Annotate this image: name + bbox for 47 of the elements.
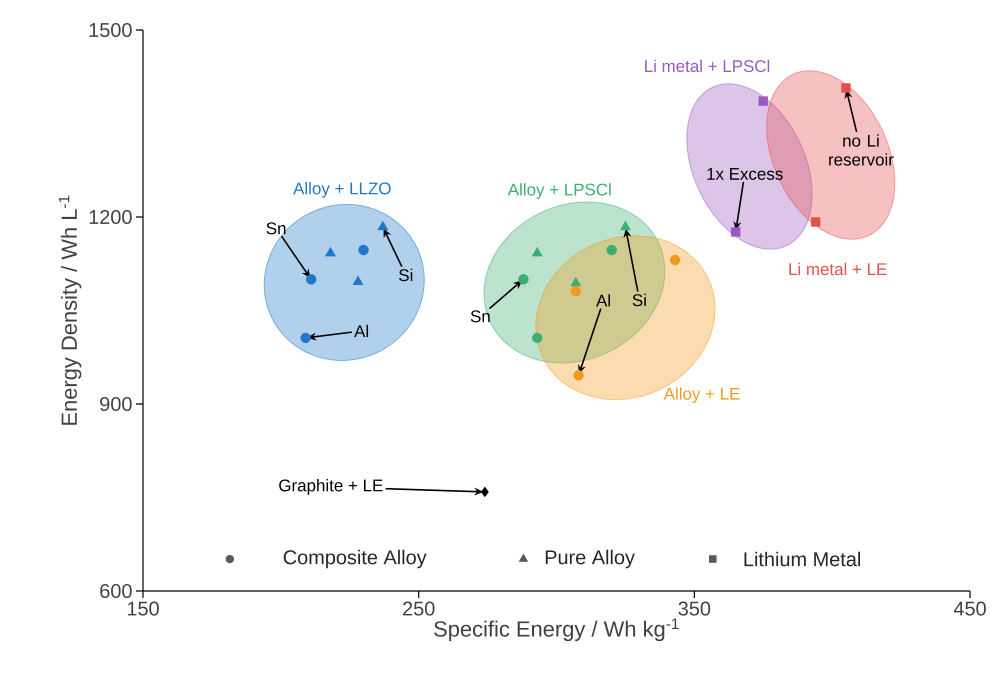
annotation: Si: [399, 268, 412, 282]
series-label: Li metal + LPSCl: [645, 60, 770, 72]
point: [532, 332, 542, 344]
x-tick-label: 250: [403, 602, 434, 616]
point: [758, 96, 768, 106]
y-tick-label: 1200: [90, 210, 132, 224]
annotation: Al: [596, 294, 610, 306]
y-tick-label: 900: [100, 396, 132, 412]
annotation: no Li reservoir: [829, 134, 894, 166]
point: [358, 244, 369, 256]
point: [570, 286, 581, 296]
x-tick-label: 450: [954, 602, 986, 616]
annotation: Pure Alloy: [546, 550, 635, 568]
point: [377, 220, 388, 230]
annotation: Sn: [266, 222, 286, 234]
point: [620, 220, 631, 230]
point: [518, 274, 529, 285]
point: [325, 246, 336, 256]
annotation: Al: [354, 324, 368, 338]
point: [480, 486, 489, 498]
annotation: 1x Excess: [707, 168, 783, 180]
point: [670, 254, 680, 266]
text: Alloy + LPSCl: [508, 183, 611, 199]
x-tick-label: 350: [678, 602, 710, 616]
y-axis-title: Energy Density / Wh L$^{-1}$: [58, 196, 82, 425]
point: [606, 244, 617, 256]
point: [730, 227, 740, 237]
point: [300, 332, 311, 344]
text: Alloy + LE: [664, 387, 740, 404]
y-tick-label: 1500: [90, 22, 132, 38]
annotation: Lithium Metal: [744, 552, 860, 566]
x-tick-label: 150: [128, 602, 159, 616]
point: [306, 274, 316, 285]
point: [573, 370, 584, 381]
point: [570, 276, 582, 286]
annotation: Graphite + LE: [279, 479, 383, 495]
x-axis-title: Specific Energy / Wh kg$^{-1}$: [434, 618, 679, 642]
y-tick-label: 600: [100, 584, 132, 598]
annotation: Composite Alloy: [284, 550, 427, 568]
annotation: Si: [632, 294, 646, 306]
point: [841, 83, 851, 93]
text: Li metal + LE: [789, 262, 887, 276]
point: [352, 276, 364, 286]
annotation: Sn: [470, 310, 490, 322]
text: Alloy + LLZO: [293, 182, 391, 198]
point: [810, 217, 820, 227]
point: [532, 246, 543, 256]
